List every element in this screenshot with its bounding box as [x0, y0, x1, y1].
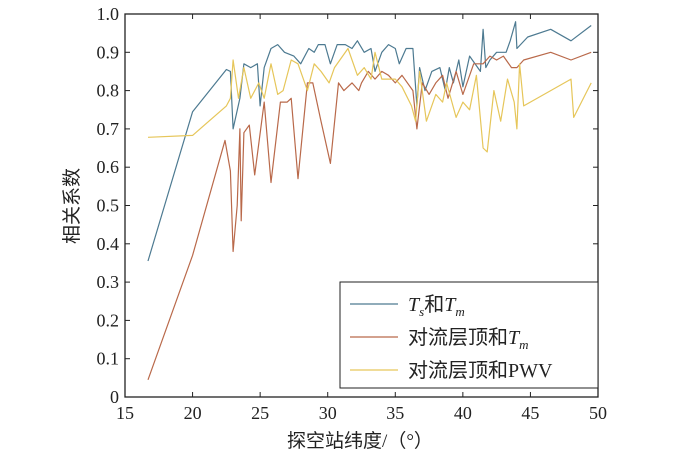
x-tick-label: 35: [386, 403, 404, 423]
legend-label-part: T: [408, 294, 421, 316]
legend-label-part: s: [419, 304, 424, 319]
series-line-0: [147, 21, 592, 262]
x-tick-label: 20: [184, 403, 202, 423]
legend-label-part: m: [519, 337, 528, 352]
legend-label-0: Ts和Tm: [408, 293, 465, 319]
series-layer: [147, 21, 592, 381]
x-tick-label: 25: [251, 403, 269, 423]
y-tick-label: 0.9: [97, 42, 120, 62]
x-tick-label: 15: [116, 403, 134, 423]
legend-label-part: 和: [424, 293, 444, 316]
y-tick-label: 0: [110, 387, 119, 407]
legend-label-part: T: [508, 327, 521, 349]
x-tick-label: 40: [454, 403, 472, 423]
y-tick-label: 0.8: [97, 81, 120, 101]
legend-label-part: 对流层顶和: [408, 326, 508, 349]
legend-label-part: T: [444, 294, 457, 316]
y-tick-label: 0.7: [97, 119, 120, 139]
y-tick-label: 0.6: [97, 157, 120, 177]
y-tick-label: 1.0: [97, 4, 120, 24]
ticks-layer: 15 20 25 30 35 40 45 50 0 0.1 0.2 0.3 0.4 0.5 0.6 0.7 0.…: [97, 4, 608, 423]
y-tick-label: 0.4: [97, 234, 120, 254]
x-axis-label: 探空站纬度/（°）: [287, 430, 433, 452]
series-line-1: [147, 51, 592, 381]
x-tick-label: 45: [521, 403, 539, 423]
series-line-2: [147, 47, 592, 153]
legend-label-1: 对流层顶和Tm: [408, 326, 529, 352]
legend-label-part: 对流层顶和PWV: [408, 359, 553, 382]
x-tick-label: 50: [589, 403, 607, 423]
y-axis-label: 相关系数: [61, 168, 83, 244]
y-tick-label: 0.2: [97, 310, 120, 330]
y-tick-label: 0.1: [97, 349, 120, 369]
legend-label-2: 对流层顶和PWV: [408, 359, 553, 382]
y-tick-label: 0.3: [97, 272, 120, 292]
legend-label-part: m: [455, 304, 464, 319]
x-tick-label: 30: [319, 403, 337, 423]
y-tick-label: 0.5: [97, 196, 120, 216]
